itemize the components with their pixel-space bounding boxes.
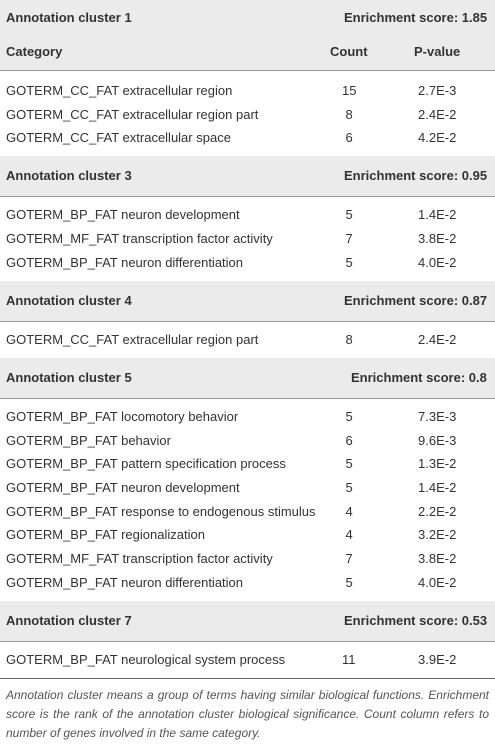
cluster-header-band	[0, 357, 495, 398]
cluster-header-band	[0, 600, 495, 641]
count-cell: 5	[345, 574, 353, 590]
category-cell: GOTERM_BP_FAT behavior	[6, 432, 171, 448]
category-cell: GOTERM_BP_FAT neuron differentiation	[6, 574, 244, 590]
count-cell: 5	[345, 408, 353, 424]
count-cell: 8	[345, 331, 353, 347]
column-header: Category	[6, 44, 63, 59]
category-cell: GOTERM_MF_FAT transcription factor activ…	[6, 551, 273, 566]
count-cell: 11	[342, 651, 356, 667]
pvalue-cell: 4.0E-2	[418, 574, 457, 590]
rule	[0, 677, 495, 679]
count-cell: 7	[345, 551, 353, 566]
pvalue-cell: 4.0E-2	[418, 254, 457, 270]
enrichment-score: Enrichment score: 1.85	[344, 10, 488, 25]
category-cell: GOTERM_CC_FAT extracellular region part	[6, 331, 259, 347]
pvalue-cell: 3.8E-2	[418, 551, 457, 566]
pvalue-cell: 2.4E-2	[418, 106, 457, 122]
count-cell: 6	[345, 130, 353, 146]
column-header: P-value	[414, 44, 461, 59]
category-cell: GOTERM_BP_FAT locomotory behavior	[6, 408, 239, 424]
cluster-title: Annotation cluster 7	[6, 612, 132, 628]
pvalue-cell: 2.7E-3	[418, 83, 457, 98]
footnote: Annotation cluster means a group of term…	[6, 688, 489, 740]
count-cell: 4	[345, 503, 353, 519]
pvalue-cell: 3.8E-2	[418, 231, 457, 247]
category-cell: GOTERM_BP_FAT regionalization	[6, 527, 205, 543]
cluster-header-band	[0, 0, 495, 70]
category-cell: GOTERM_BP_FAT neuron development	[6, 207, 240, 223]
cluster-header-band	[0, 280, 495, 321]
pvalue-cell: 2.4E-2	[418, 331, 457, 347]
category-cell: GOTERM_CC_FAT extracellular space	[6, 130, 231, 146]
cluster-title: Annotation cluster 1	[6, 10, 132, 25]
pvalue-cell: 1.4E-2	[418, 207, 457, 223]
count-cell: 6	[345, 432, 353, 448]
rule	[0, 196, 495, 198]
count-cell: 5	[345, 254, 353, 270]
pvalue-cell: 1.4E-2	[418, 479, 457, 495]
pvalue-cell: 1.3E-2	[418, 456, 457, 472]
count-cell: 8	[345, 106, 353, 122]
pvalue-cell: 2.2E-2	[418, 503, 457, 519]
count-cell: 5	[345, 207, 353, 223]
enrichment-score: Enrichment score: 0.95	[344, 168, 488, 184]
enrichment-score: Enrichment score: 0.53	[344, 612, 488, 628]
count-cell: 15	[342, 83, 357, 98]
column-header: Count	[330, 44, 368, 59]
rule	[0, 640, 495, 642]
category-cell: GOTERM_MF_FAT transcription factor activ…	[6, 231, 273, 247]
enrichment-score: Enrichment score: 0.87	[344, 292, 488, 308]
pvalue-cell: 3.9E-2	[418, 651, 457, 667]
rule	[0, 397, 495, 399]
cluster-header-band	[0, 156, 495, 197]
count-cell: 5	[345, 479, 353, 495]
pvalue-cell: 3.2E-2	[418, 527, 457, 543]
category-cell: GOTERM_BP_FAT response to endogenous sti…	[6, 503, 316, 519]
enrichment-score: Enrichment score: 0.8	[351, 369, 487, 385]
category-cell: GOTERM_BP_FAT neurological system proces…	[6, 651, 286, 667]
category-cell: GOTERM_BP_FAT neuron differentiation	[6, 254, 244, 270]
count-cell: 5	[345, 456, 353, 472]
cluster-title: Annotation cluster 3	[6, 168, 132, 184]
category-cell: GOTERM_BP_FAT neuron development	[6, 479, 240, 495]
cluster-title: Annotation cluster 4	[6, 292, 132, 308]
pvalue-cell: 9.6E-3	[418, 432, 457, 448]
category-cell: GOTERM_CC_FAT extracellular region	[6, 83, 233, 98]
rule	[0, 320, 495, 322]
count-cell: 7	[345, 231, 353, 247]
category-cell: GOTERM_CC_FAT extracellular region part	[6, 106, 259, 122]
category-cell: GOTERM_BP_FAT pattern specification proc…	[6, 456, 286, 472]
pvalue-cell: 7.3E-3	[418, 408, 457, 424]
cluster-title: Annotation cluster 5	[6, 369, 132, 385]
pvalue-cell: 4.2E-2	[418, 130, 457, 146]
count-cell: 4	[345, 527, 353, 543]
rule	[0, 70, 495, 71]
